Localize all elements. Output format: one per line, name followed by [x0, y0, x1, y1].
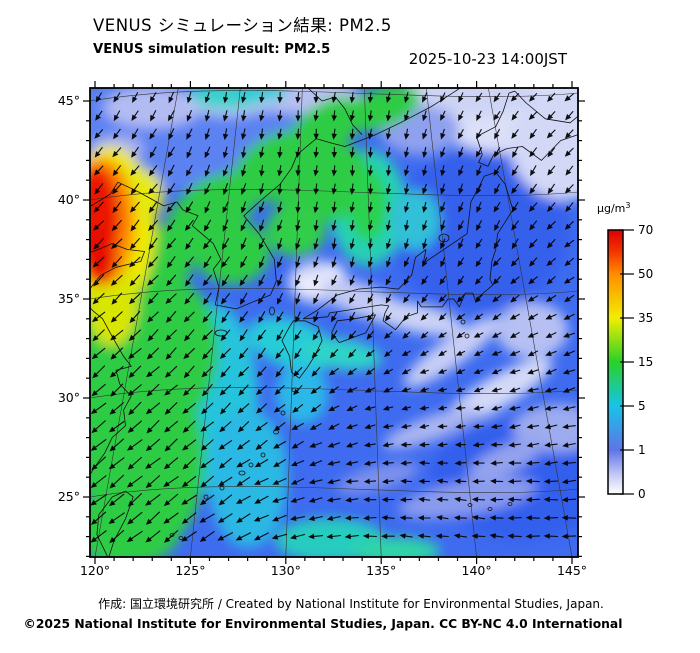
lon-tick-label: 135°: [366, 563, 396, 578]
lat-tick-label: 35°: [58, 291, 80, 306]
colorbar-tick-label: 50: [638, 267, 653, 281]
figure-title-english: VENUS simulation result: PM2.5: [93, 42, 330, 57]
lat-tick-label: 30°: [58, 390, 80, 405]
colorbar-tick-labels: 70 50 35 15 5 1 0: [638, 223, 653, 501]
map-axis-ticks: [83, 81, 585, 564]
colorbar-tick-label: 35: [638, 311, 653, 325]
pm25-concentration-field: [90, 88, 578, 557]
colorbar: µg/m3 70 50 35 15 5 1 0: [597, 201, 653, 501]
colorbar-ticks: [620, 229, 634, 495]
lon-tick-label: 145°: [557, 563, 587, 578]
colorbar-unit-label: µg/m3: [597, 201, 631, 215]
lon-tick-label: 130°: [271, 563, 301, 578]
timestamp-label: 2025-10-23 14:00JST: [409, 50, 568, 68]
figure-title-japanese: VENUS シミュレーション結果: PM2.5: [93, 16, 392, 35]
colorbar-tick-label: 15: [638, 355, 653, 369]
lat-tick-label: 40°: [58, 192, 80, 207]
lon-tick-label: 125°: [175, 563, 205, 578]
lat-tick-label: 25°: [58, 489, 80, 504]
lon-tick-label: 120°: [80, 563, 110, 578]
colorbar-tick-label: 1: [638, 443, 646, 457]
credit-line: 作成: 国立環境研究所 / Created by National Instit…: [98, 596, 604, 611]
wind-vector-arrows: [90, 91, 577, 544]
lat-tick-label: 45°: [58, 93, 80, 108]
license-line: ©2025 National Institute for Environment…: [24, 617, 623, 631]
map-frame: [89, 87, 579, 558]
lon-tick-label: 140°: [462, 563, 492, 578]
colorbar-tick-label: 5: [638, 399, 646, 413]
map-axis-labels: 45° 40° 35° 30° 25° 120° 125° 130° 135° 140° 145°: [58, 93, 587, 578]
coastlines: [90, 88, 578, 557]
colorbar-tick-label: 70: [638, 223, 653, 237]
colorbar-tick-label: 0: [638, 487, 646, 501]
